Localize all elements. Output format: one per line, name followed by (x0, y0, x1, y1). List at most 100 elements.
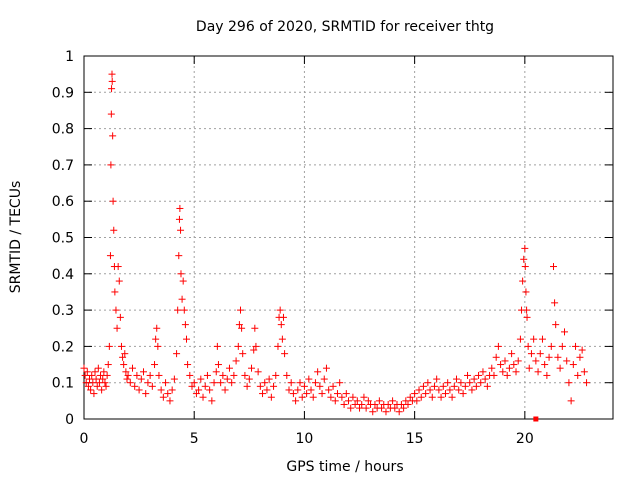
data-point (303, 390, 311, 398)
data-point (338, 393, 346, 401)
data-point (197, 375, 205, 383)
data-point (212, 368, 220, 376)
data-point (254, 368, 262, 376)
data-point (88, 371, 96, 379)
data-point (109, 197, 117, 205)
y-tick-label: 0.5 (52, 231, 74, 247)
data-point (155, 371, 163, 379)
data-point (391, 404, 399, 412)
data-point (119, 353, 127, 361)
data-point (439, 382, 447, 390)
x-tick-label: 10 (296, 431, 314, 447)
y-tick-label: 0.4 (52, 267, 74, 283)
data-point (230, 371, 238, 379)
data-point (148, 382, 156, 390)
data-point (140, 368, 148, 376)
data-point (320, 375, 328, 383)
data-point (142, 390, 150, 398)
data-point (516, 335, 524, 343)
y-tick-label: 0.8 (52, 122, 74, 138)
data-point (154, 342, 162, 350)
data-point (214, 361, 222, 369)
data-point (184, 361, 192, 369)
data-point (375, 397, 383, 405)
data-point (101, 379, 109, 387)
data-point (195, 386, 203, 394)
data-point (250, 346, 258, 354)
data-point (369, 408, 377, 416)
data-point (505, 364, 513, 372)
data-point (177, 226, 185, 234)
data-point (554, 353, 562, 361)
data-point (417, 393, 425, 401)
data-point (492, 353, 500, 361)
data-point (532, 357, 540, 365)
data-point (569, 361, 577, 369)
data-point (80, 364, 88, 372)
data-point (241, 371, 249, 379)
grid (84, 56, 613, 419)
data-point (298, 393, 306, 401)
data-point (527, 350, 535, 358)
data-point (188, 382, 196, 390)
data-points (80, 70, 591, 422)
data-point (272, 371, 280, 379)
data-point (133, 371, 141, 379)
data-point (534, 368, 542, 376)
data-point (466, 379, 474, 387)
data-point (333, 390, 341, 398)
data-point (455, 386, 463, 394)
data-point (397, 400, 405, 408)
data-point (426, 386, 434, 394)
data-point (340, 400, 348, 408)
data-point (252, 342, 260, 350)
data-point (111, 288, 119, 296)
data-point (238, 324, 246, 332)
data-point (558, 342, 566, 350)
data-point (120, 361, 128, 369)
data-point (514, 357, 522, 365)
data-point (117, 342, 125, 350)
data-point (510, 361, 518, 369)
data-point (435, 386, 443, 394)
data-point (543, 371, 551, 379)
data-point (102, 382, 110, 390)
data-point (472, 382, 480, 390)
y-tick-label: 0.6 (52, 194, 74, 210)
data-point (153, 324, 161, 332)
data-point (488, 364, 496, 372)
data-point (565, 379, 573, 387)
data-point (186, 371, 194, 379)
data-point (100, 368, 108, 376)
y-tick-label: 0.3 (52, 303, 74, 319)
data-point (234, 342, 242, 350)
data-point (499, 368, 507, 376)
data-point (236, 306, 244, 314)
data-point (157, 386, 165, 394)
data-point (279, 313, 287, 321)
data-point (199, 393, 207, 401)
data-point (574, 371, 582, 379)
data-point (316, 382, 324, 390)
data-point (278, 335, 286, 343)
data-point (173, 350, 181, 358)
data-point (93, 382, 101, 390)
data-point (170, 375, 178, 383)
x-tick-label: 20 (516, 431, 534, 447)
data-point (248, 364, 256, 372)
data-point (567, 397, 575, 405)
data-point (395, 408, 403, 416)
data-point (384, 400, 392, 408)
data-point (110, 226, 118, 234)
data-point (289, 390, 297, 398)
data-point (81, 371, 89, 379)
data-point (551, 299, 559, 307)
data-point (536, 350, 544, 358)
data-point (152, 335, 160, 343)
data-point (221, 386, 229, 394)
data-point (276, 306, 284, 314)
data-point (459, 390, 467, 398)
data-point (131, 382, 139, 390)
data-point (263, 386, 271, 394)
y-tick-label: 0.9 (52, 85, 74, 101)
